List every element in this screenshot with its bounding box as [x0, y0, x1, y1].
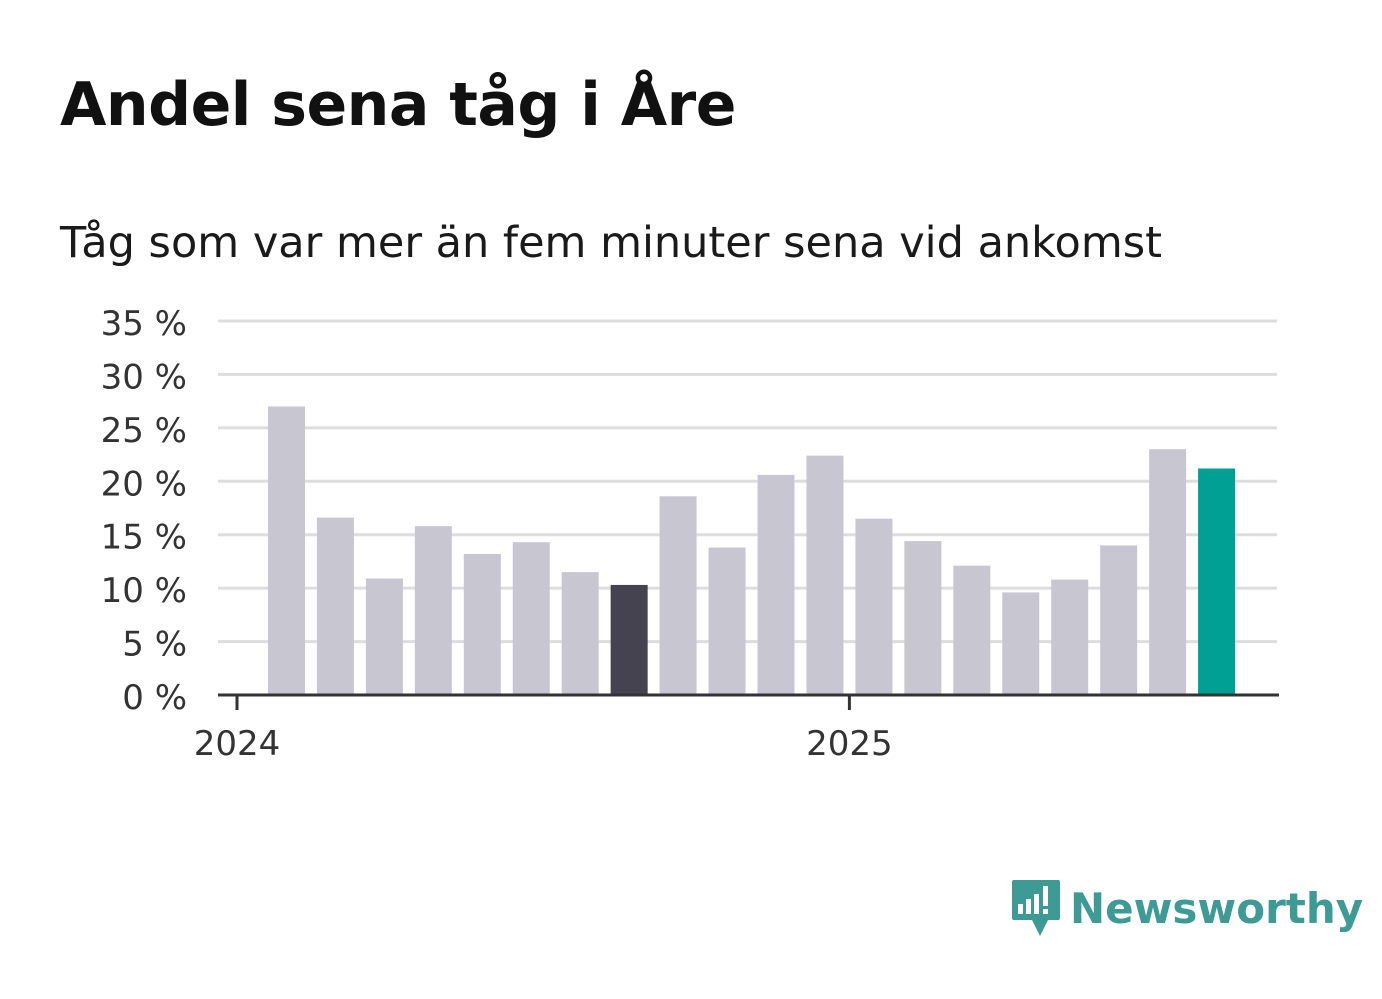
y-tick-label: 15 % — [101, 518, 187, 558]
bar-2024-01 — [268, 406, 305, 695]
bar-2024-12 — [806, 455, 844, 695]
bar-2024-07 — [561, 572, 599, 695]
x-tick-label: 2025 — [806, 724, 893, 764]
y-tick-label: 20 % — [101, 464, 187, 504]
newsworthy-logo-icon — [1012, 880, 1060, 936]
y-tick-label: 25 % — [101, 411, 187, 451]
bar-2024-06 — [512, 542, 550, 695]
y-tick-label: 35 % — [101, 304, 187, 344]
newsworthy-logo: Newsworthy — [1010, 878, 1363, 938]
bar-2025-03 — [953, 565, 991, 695]
chart-title: Andel sena tåg i Åre — [60, 70, 736, 140]
bar-2024-03 — [365, 578, 403, 695]
bar-2024-04 — [414, 526, 452, 695]
bar-2025-06 — [1100, 545, 1138, 695]
y-axis-labels: 0 % 5 % 10 % 15 % 20 % 25 % 30 % 35 % — [101, 304, 187, 718]
bar-2024-02 — [316, 517, 354, 695]
x-tick-label: 2024 — [194, 724, 281, 764]
bar-2025-04 — [1002, 592, 1040, 695]
bar-2025-08 — [1198, 468, 1236, 695]
bar-2024-08 — [610, 584, 648, 695]
y-tick-label: 0 % — [122, 678, 187, 718]
bar-2025-05 — [1051, 579, 1089, 695]
bar-2024-11 — [757, 474, 795, 695]
y-tick-label: 5 % — [122, 625, 187, 665]
x-axis-labels: 2024 2025 — [194, 724, 893, 764]
bar-2024-09 — [659, 496, 697, 695]
bar-2025-07 — [1149, 449, 1187, 695]
bars — [268, 406, 1236, 695]
bar-2024-05 — [463, 553, 501, 695]
bar-2025-01 — [855, 518, 893, 695]
y-tick-label: 30 % — [101, 357, 187, 397]
x-axis — [218, 693, 1279, 710]
bar-2024-10 — [708, 547, 746, 695]
y-tick-label: 10 % — [101, 571, 187, 611]
brand-name: Newsworthy — [1070, 883, 1364, 933]
bar-chart: 0 % 5 % 10 % 15 % 20 % 25 % 30 % 35 % 2024 2025 — [101, 304, 1279, 764]
chart-subtitle: Tåg som var mer än fem minuter sena vid … — [60, 218, 1163, 268]
bar-2025-02 — [904, 541, 942, 695]
